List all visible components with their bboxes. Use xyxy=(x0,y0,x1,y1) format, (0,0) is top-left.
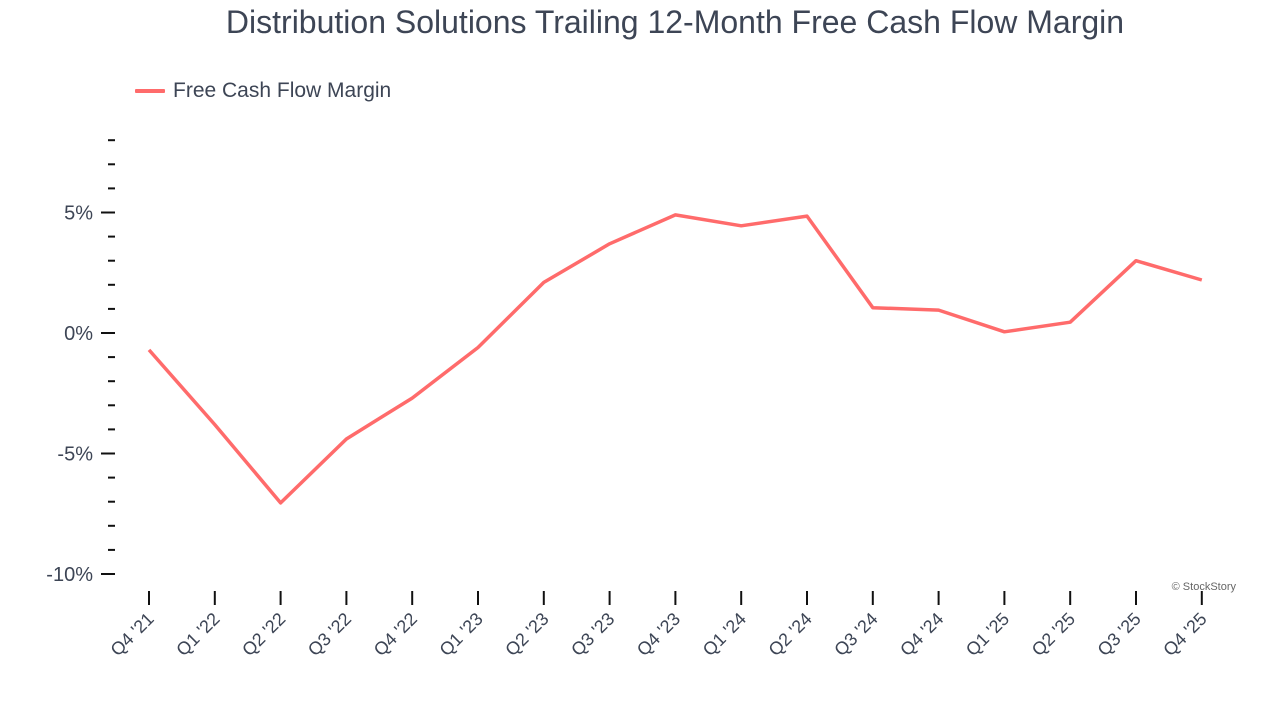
plot-area xyxy=(147,213,1203,505)
x-tick-label: Q4 '24 xyxy=(896,609,947,660)
x-tick-label: Q3 '24 xyxy=(830,609,881,660)
legend-swatch xyxy=(135,89,165,93)
y-tick-label: -10% xyxy=(46,564,93,586)
x-tick-label: Q3 '25 xyxy=(1094,609,1145,660)
series-line xyxy=(147,213,1203,505)
x-tick-label: Q1 '25 xyxy=(962,609,1013,660)
x-tick-label: Q1 '23 xyxy=(436,609,487,660)
x-tick-label: Q1 '22 xyxy=(172,609,223,660)
y-axis: 5% 0% -5% -10% xyxy=(46,139,115,586)
x-tick-label: Q3 '22 xyxy=(304,609,355,660)
x-tick-label: Q2 '22 xyxy=(238,609,289,660)
x-tick-label: Q2 '25 xyxy=(1028,609,1079,660)
legend-label: Free Cash Flow Margin xyxy=(173,79,392,102)
x-tick-label: Q4 '22 xyxy=(370,609,421,660)
x-tick-label: Q2 '24 xyxy=(765,609,816,660)
y-tick-label: -5% xyxy=(57,444,93,466)
x-tick-label: Q4 '21 xyxy=(107,609,158,660)
y-tick-label: 5% xyxy=(64,203,93,225)
legend: Free Cash Flow Margin xyxy=(135,79,391,103)
credit-text: © StockStory xyxy=(1172,581,1237,593)
x-tick-label: Q4 '25 xyxy=(1159,609,1210,660)
y-tick-label: 0% xyxy=(64,323,93,345)
x-tick-label: Q2 '23 xyxy=(501,609,552,660)
x-tick-label: Q3 '23 xyxy=(567,609,618,660)
x-tick-label: Q1 '24 xyxy=(699,609,750,660)
x-tick-label: Q4 '23 xyxy=(633,609,684,660)
x-axis: Q4 '21 Q1 '22 Q2 '22 Q3 '22 Q4 '22 Q1 '23 Q2 '… xyxy=(107,591,1211,660)
chart-title: Distribution Solutions Trailing 12-Month… xyxy=(225,4,1125,40)
